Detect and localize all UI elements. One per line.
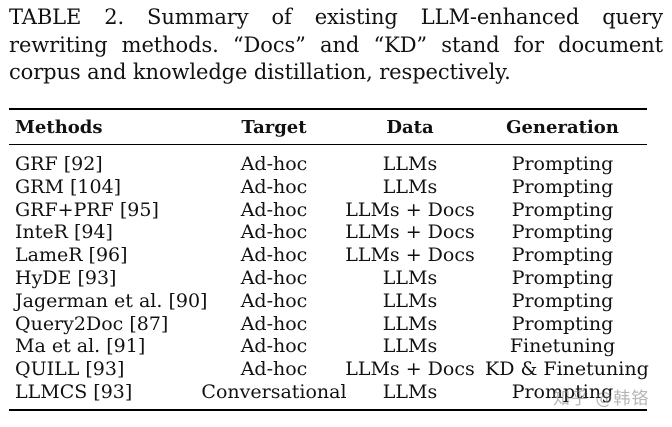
table-cell-generation: Prompting xyxy=(511,267,614,289)
table-cell-generation: Prompting xyxy=(511,153,614,175)
table-cell-target: Ad-hoc xyxy=(240,198,308,221)
table-cell-method: Ma et al. [91] xyxy=(15,335,146,358)
table-cell-generation: Prompting xyxy=(511,175,614,198)
table-cell-generation: Prompting xyxy=(511,244,614,267)
header-target: Target xyxy=(241,117,307,138)
table-cell-method: GRF [92] xyxy=(15,153,103,175)
table-header-rule xyxy=(9,144,647,145)
table-cell-data: LLMs + Docs xyxy=(345,244,475,267)
table-cell-method: Query2Doc [87] xyxy=(15,312,169,335)
table-cell-method: LameR [96] xyxy=(15,244,128,267)
table-cell-data: LLMs xyxy=(382,153,438,175)
table-caption: TABLE 2. Summary of existing LLM-enhance… xyxy=(9,5,663,84)
table-cell-method: HyDE [93] xyxy=(15,267,117,289)
header-generation: Generation xyxy=(506,117,619,138)
table-cell-method: GRM [104] xyxy=(15,175,122,198)
table-cell-target: Ad-hoc xyxy=(240,289,308,312)
table-cell-target: Ad-hoc xyxy=(240,312,308,335)
header-methods: Methods xyxy=(15,117,103,138)
table-cell-generation: Prompting xyxy=(511,381,614,403)
table-cell-generation: Prompting xyxy=(511,312,614,335)
table-cell-target: Ad-hoc xyxy=(240,358,308,381)
table-cell-target: Ad-hoc xyxy=(240,267,308,289)
table-bottom-rule xyxy=(9,409,647,411)
table-cell-target: Ad-hoc xyxy=(240,175,308,198)
table-cell-target: Ad-hoc xyxy=(240,335,308,358)
header-data: Data xyxy=(386,117,434,138)
table-cell-generation: Prompting xyxy=(511,221,614,244)
table-cell-data: LLMs + Docs xyxy=(345,358,475,381)
table-cell-target: Ad-hoc xyxy=(240,244,308,267)
table-cell-target: Conversational xyxy=(201,381,347,403)
table-cell-data: LLMs xyxy=(382,267,438,289)
table-cell-target: Ad-hoc xyxy=(240,221,308,244)
table-cell-data: LLMs xyxy=(382,312,438,335)
watermark: 知乎 @韩铬 xyxy=(553,389,650,409)
table-cell-method: QUILL [93] xyxy=(15,358,125,381)
table-top-rule xyxy=(9,108,647,110)
table-cell-data: LLMs xyxy=(382,175,438,198)
table-cell-data: LLMs xyxy=(382,289,438,312)
table-cell-data: LLMs + Docs xyxy=(345,221,475,244)
table-cell-generation: Finetuning xyxy=(509,335,616,358)
table-cell-method: GRF+PRF [95] xyxy=(15,198,159,221)
table-cell-target: Ad-hoc xyxy=(240,153,308,175)
table-cell-method: Jagerman et al. [90] xyxy=(15,289,208,312)
table-cell-data: LLMs + Docs xyxy=(345,198,475,221)
table-cell-data: LLMs xyxy=(382,381,438,403)
table-cell-method: LLMCS [93] xyxy=(15,381,133,403)
table-cell-generation: KD & Finetuning xyxy=(485,358,649,381)
table-cell-generation: Prompting xyxy=(511,198,614,221)
table-cell-method: InteR [94] xyxy=(15,221,113,244)
table-cell-data: LLMs xyxy=(382,335,438,358)
table-cell-generation: Prompting xyxy=(511,289,614,312)
